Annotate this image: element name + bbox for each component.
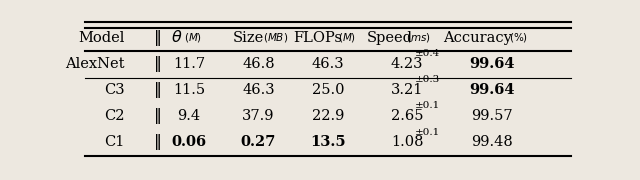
Text: FLOPs: FLOPs <box>294 31 342 45</box>
Text: 99.64: 99.64 <box>469 83 515 97</box>
Text: 3.21: 3.21 <box>391 83 424 97</box>
Text: $\theta$: $\theta$ <box>171 29 182 46</box>
Text: 1.08: 1.08 <box>391 135 424 149</box>
Text: $\|$: $\|$ <box>153 132 161 152</box>
Text: 46.3: 46.3 <box>243 83 275 97</box>
Text: ±0.1: ±0.1 <box>415 101 440 110</box>
Text: $(MB)$: $(MB)$ <box>263 31 289 44</box>
Text: $(M)$: $(M)$ <box>338 31 356 44</box>
Text: $\|$: $\|$ <box>153 54 161 74</box>
Text: 25.0: 25.0 <box>312 83 344 97</box>
Text: 11.5: 11.5 <box>173 83 205 97</box>
Text: 13.5: 13.5 <box>310 135 346 149</box>
Text: 9.4: 9.4 <box>177 109 201 123</box>
Text: 2.65: 2.65 <box>391 109 424 123</box>
Text: $\|$: $\|$ <box>153 106 161 126</box>
Text: 37.9: 37.9 <box>243 109 275 123</box>
Text: 22.9: 22.9 <box>312 109 344 123</box>
Text: 0.06: 0.06 <box>172 135 207 149</box>
Text: 0.27: 0.27 <box>241 135 276 149</box>
Text: Size: Size <box>233 31 264 45</box>
Text: 99.48: 99.48 <box>471 135 513 149</box>
Text: 11.7: 11.7 <box>173 57 205 71</box>
Text: Model: Model <box>78 31 125 45</box>
Text: ±0.4: ±0.4 <box>415 49 440 58</box>
Text: Accuracy: Accuracy <box>444 31 512 45</box>
Text: $\|$: $\|$ <box>153 80 161 100</box>
Text: 4.23: 4.23 <box>391 57 424 71</box>
Text: 99.57: 99.57 <box>471 109 513 123</box>
Text: ±0.1: ±0.1 <box>415 127 440 136</box>
Text: C1: C1 <box>104 135 125 149</box>
Text: 46.8: 46.8 <box>243 57 275 71</box>
Text: $\|$: $\|$ <box>153 28 161 48</box>
Text: ±0.3: ±0.3 <box>415 75 440 84</box>
Text: $(ms)$: $(ms)$ <box>406 31 431 44</box>
Text: $(\%)$: $(\%)$ <box>509 31 528 44</box>
Text: $(M)$: $(M)$ <box>184 31 202 44</box>
Text: 46.3: 46.3 <box>312 57 344 71</box>
Text: 99.64: 99.64 <box>469 57 515 71</box>
Text: C2: C2 <box>104 109 125 123</box>
Text: C3: C3 <box>104 83 125 97</box>
Text: AlexNet: AlexNet <box>65 57 125 71</box>
Text: Speed: Speed <box>367 31 413 45</box>
